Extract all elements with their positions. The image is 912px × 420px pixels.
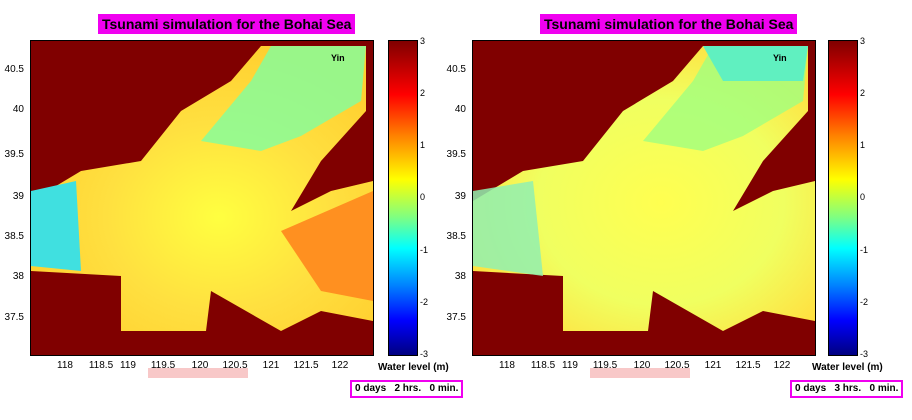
highlight-bar xyxy=(148,368,248,378)
x-tick-label: 120.5 xyxy=(664,360,690,371)
y-tick-label: 39.5 xyxy=(4,149,24,160)
x-tick-label: 120.5 xyxy=(222,360,248,371)
yin-annotation: Yin xyxy=(331,53,345,63)
y-tick-label: 38 xyxy=(454,271,466,282)
x-tick-label: 119 xyxy=(562,360,578,371)
colorbar-label: Water level (m) xyxy=(378,362,449,373)
colorbar-label: Water level (m) xyxy=(812,362,883,373)
y-tick-label: 37.5 xyxy=(4,312,24,323)
x-tick-label: 119.5 xyxy=(592,360,618,371)
x-tick-label: 120 xyxy=(633,360,651,371)
x-tick-label: 122 xyxy=(773,360,791,371)
colorbar xyxy=(388,40,418,356)
colorbar-tick: -3 xyxy=(420,349,429,359)
x-tick-label: 118 xyxy=(57,360,73,371)
y-tick-label: 40 xyxy=(12,104,24,115)
colorbar-tick: -1 xyxy=(860,245,869,255)
x-tick-label: 119.5 xyxy=(150,360,176,371)
y-tick-label: 40.5 xyxy=(4,64,24,75)
y-tick-label: 39.5 xyxy=(446,149,466,160)
y-tick-label: 38.5 xyxy=(4,231,24,242)
chart-title: Tsunami simulation for the Bohai Sea xyxy=(540,14,798,34)
x-tick-label: 118 xyxy=(499,360,515,371)
x-tick-label: 119 xyxy=(120,360,136,371)
x-tick-label: 121 xyxy=(262,360,280,371)
y-tick-label: 40 xyxy=(454,104,466,115)
chart-title: Tsunami simulation for the Bohai Sea xyxy=(98,14,356,34)
x-tick-label: 120 xyxy=(191,360,209,371)
eastern-wave-front xyxy=(281,191,373,301)
yin-annotation: Yin xyxy=(773,53,787,63)
colorbar xyxy=(828,40,858,356)
y-tick-label: 39 xyxy=(12,191,24,202)
western-coast-region xyxy=(31,181,81,271)
time-label: 0 days 3 hrs. 0 min. xyxy=(790,380,904,398)
colorbar-tick: 0 xyxy=(420,192,426,202)
x-tick-label: 122 xyxy=(331,360,349,371)
x-tick-label: 121.5 xyxy=(293,360,319,371)
highlight-bar xyxy=(590,368,690,378)
colorbar-tick: 3 xyxy=(860,36,866,46)
colorbar-tick: 2 xyxy=(860,88,866,98)
western-coast-region xyxy=(473,181,543,276)
colorbar-tick: -3 xyxy=(860,349,869,359)
colorbar-tick: 2 xyxy=(420,88,426,98)
x-tick-label: 121 xyxy=(704,360,722,371)
chart-panel-left: Tsunami simulation for the Bohai Sea Yin… xyxy=(4,14,464,398)
colorbar-tick: -2 xyxy=(420,297,429,307)
y-tick-label: 39 xyxy=(454,191,466,202)
x-tick-label: 121.5 xyxy=(735,360,761,371)
colorbar-tick: 0 xyxy=(860,192,866,202)
sea-water-level-map xyxy=(473,46,815,331)
heatmap-plot: Yin xyxy=(30,40,374,356)
colorbar-tick: -1 xyxy=(420,245,429,255)
x-tick-label: 118.5 xyxy=(530,360,556,371)
y-tick-label: 38.5 xyxy=(446,231,466,242)
colorbar-tick: 1 xyxy=(420,140,426,150)
liaodong-bay-region xyxy=(201,46,366,151)
y-tick-label: 37.5 xyxy=(446,312,466,323)
colorbar-tick: 1 xyxy=(860,140,866,150)
y-tick-label: 38 xyxy=(12,271,24,282)
y-tick-label: 40.5 xyxy=(446,64,466,75)
heatmap-plot: Yin xyxy=(472,40,816,356)
colorbar-tick: 3 xyxy=(420,36,426,46)
time-label: 0 days 2 hrs. 0 min. xyxy=(350,380,464,398)
x-tick-label: 118.5 xyxy=(88,360,114,371)
colorbar-tick: -2 xyxy=(860,297,869,307)
northeast-corner-region xyxy=(703,46,808,81)
sea-water-level-map xyxy=(31,46,373,331)
chart-panel-right: Tsunami simulation for the Bohai Sea Yin… xyxy=(447,0,912,420)
